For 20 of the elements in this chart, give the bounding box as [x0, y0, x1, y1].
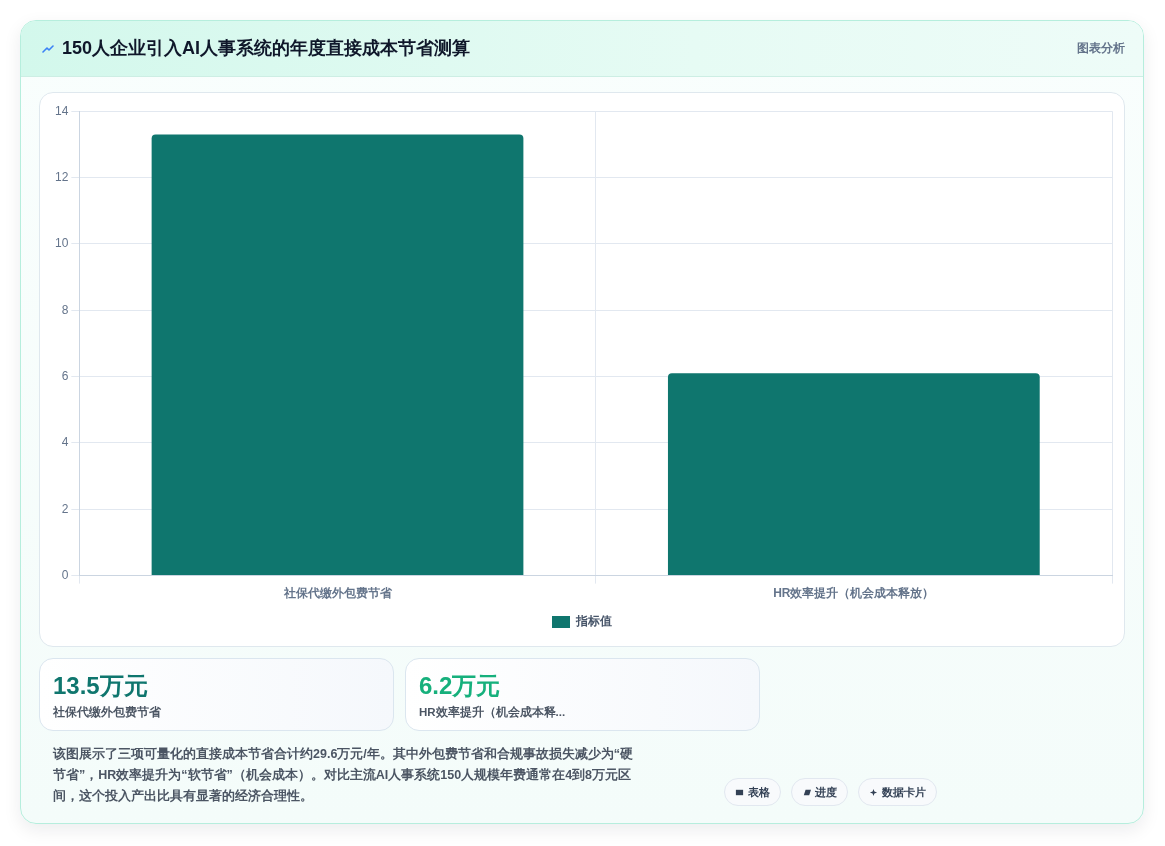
legend-label: 指标值 — [575, 614, 612, 629]
y-tick-label: 4 — [61, 435, 69, 450]
text: 进度 — [815, 784, 837, 800]
y-tick-label: 10 — [54, 236, 69, 251]
y-tick-label: 6 — [61, 368, 69, 383]
y-tick-label: 12 — [54, 169, 69, 184]
text: 数据卡片 — [882, 784, 926, 800]
y-tick-label: 2 — [61, 501, 69, 516]
text: 13.5万元 — [53, 671, 148, 701]
text: 图表分析 — [1077, 40, 1125, 56]
y-tick-label: 8 — [61, 302, 69, 317]
y-tick-label: 14 — [54, 103, 69, 118]
y-tick-label: 0 — [61, 567, 69, 582]
text: 社保代缴外包费节省 — [53, 705, 161, 720]
text: 表格 — [748, 784, 770, 800]
text: 6.2万元 — [419, 671, 501, 701]
x-tick-label: HR效率提升（机会成本释放） — [773, 586, 935, 601]
text: HR效率提升（机会成本释... — [419, 705, 566, 720]
text: 该图展示了三项可量化的直接成本节省合计约29.6万元/年。其中外包费节省和合规事故损失减少为“硬节省”，HR效率提升为“软节省”（机会成本）。对比主流AI人事系统150人规模年费通常在4到8万元区间，这个投入产出比具有显著的经济合理性。 — [53, 746, 635, 805]
chart-title: 150人企业引入AI人事系统的年度直接成本节省测算 — [62, 37, 471, 60]
